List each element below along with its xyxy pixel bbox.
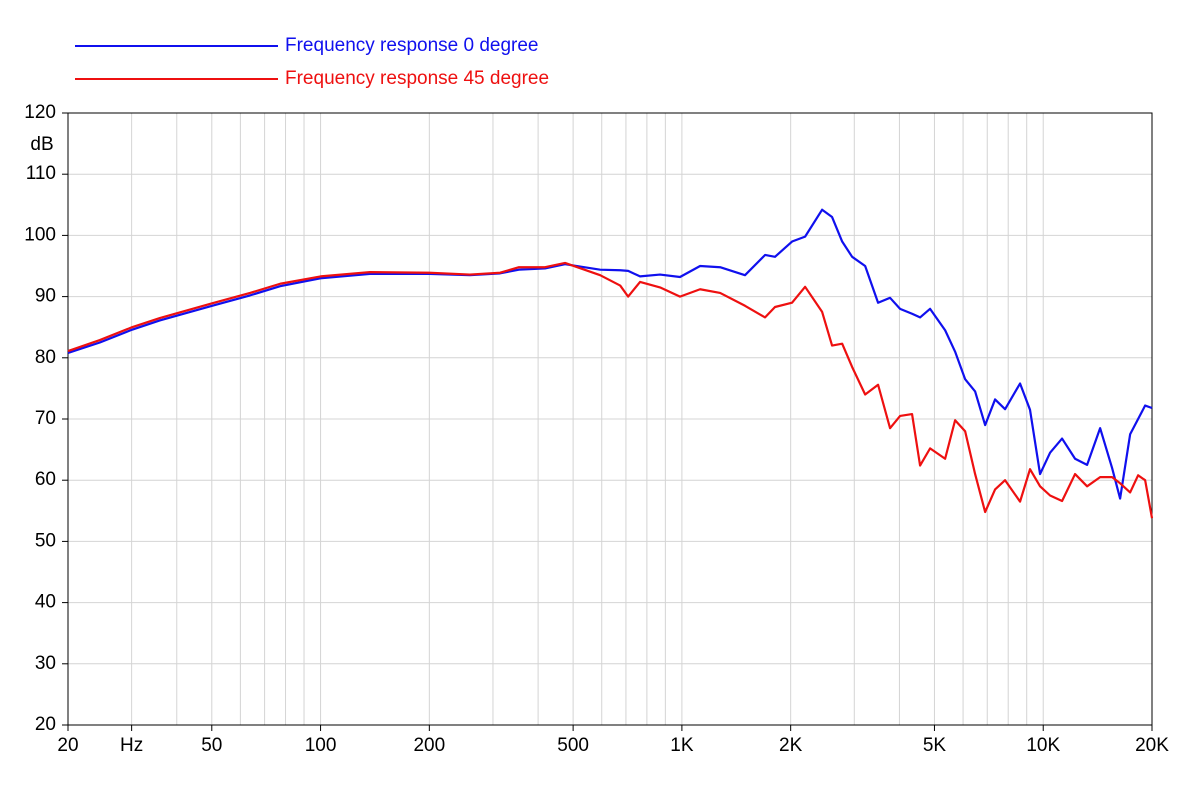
x-tick-label: 20K	[1135, 735, 1169, 756]
y-tick-label: 60	[35, 469, 56, 490]
x-tick-label: 1K	[670, 735, 694, 756]
x-tick-label: 2K	[779, 735, 803, 756]
x-tick-label: 500	[557, 735, 589, 756]
legend-label: Frequency response 45 degree	[285, 68, 549, 89]
series-line	[67, 261, 1154, 519]
x-tick-label: 100	[305, 735, 337, 756]
y-tick-label: 30	[35, 653, 56, 674]
y-tick-label: 50	[35, 530, 56, 551]
series-line	[67, 208, 1153, 500]
x-tick-label: 200	[413, 735, 445, 756]
x-tick-label: 5K	[923, 735, 947, 756]
y-tick-label: 80	[35, 347, 56, 368]
y-tick-label: 20	[35, 714, 56, 735]
y-tick-label: 90	[35, 286, 56, 307]
x-tick-label: 50	[201, 735, 222, 756]
x-tick-label: 10K	[1026, 735, 1060, 756]
y-axis-label: dB	[30, 134, 53, 155]
y-tick-label: 120	[24, 102, 56, 123]
y-tick-label: 70	[35, 408, 56, 429]
x-tick-label: 20	[57, 735, 78, 756]
x-tick-label: Hz	[120, 735, 143, 756]
plot-frame	[67, 112, 1153, 726]
y-tick-label: 110	[26, 163, 56, 184]
y-tick-label: 100	[24, 224, 56, 245]
y-tick-label: 40	[35, 592, 56, 613]
legend-label: Frequency response 0 degree	[285, 35, 539, 56]
